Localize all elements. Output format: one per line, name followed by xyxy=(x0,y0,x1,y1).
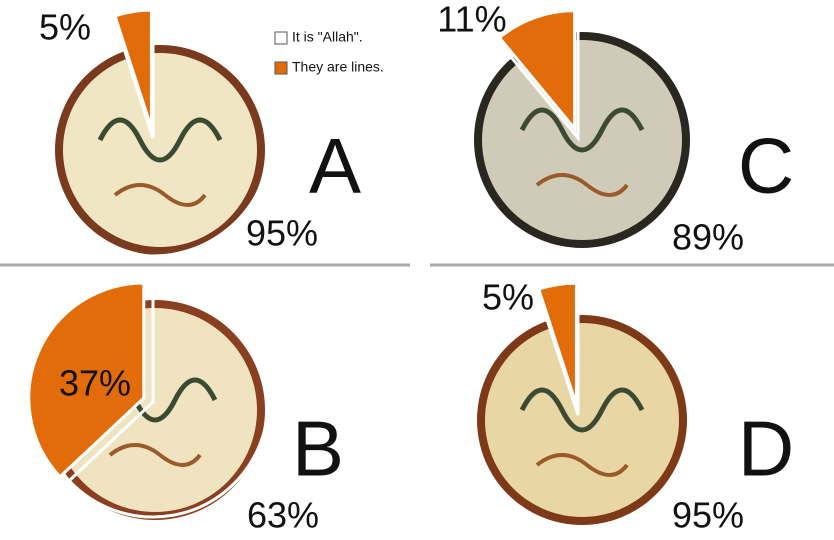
bowl-decoration xyxy=(519,387,645,433)
bowl-decoration xyxy=(535,453,629,477)
legend-swatch xyxy=(274,31,288,45)
chart-title: A xyxy=(309,122,361,210)
slice-label: 95% xyxy=(246,213,318,254)
pie-slice xyxy=(113,8,153,129)
slice-label: 89% xyxy=(672,217,744,258)
chart-title: D xyxy=(738,405,794,493)
slice-label: 37% xyxy=(59,363,131,404)
legend-label: It is "Allah". xyxy=(292,29,363,45)
bowl xyxy=(482,40,682,240)
slice-label: 11% xyxy=(437,0,506,40)
pie-slice xyxy=(454,291,702,539)
bowl-decoration xyxy=(519,107,645,153)
legend-swatch xyxy=(274,61,288,75)
slice-label: 5% xyxy=(482,277,534,318)
bowl xyxy=(485,323,679,517)
pie-slice xyxy=(27,281,146,479)
bowl-decoration xyxy=(108,443,202,467)
legend-label: They are lines. xyxy=(292,59,384,75)
bowl xyxy=(63,53,257,247)
slice-label: 63% xyxy=(247,495,319,536)
slice-label: 95% xyxy=(672,495,744,536)
pie-slice xyxy=(458,18,698,258)
pie-slice xyxy=(497,9,577,133)
slice-label: 5% xyxy=(39,7,91,48)
chart-title: B xyxy=(292,405,344,493)
chart-title: C xyxy=(738,122,794,210)
bowl-decoration xyxy=(113,183,207,207)
bowl-decoration xyxy=(535,173,629,197)
bowl-decoration xyxy=(97,117,223,163)
pie-slice xyxy=(67,285,270,519)
pie-slice xyxy=(33,18,273,258)
pie-slice xyxy=(536,281,578,406)
